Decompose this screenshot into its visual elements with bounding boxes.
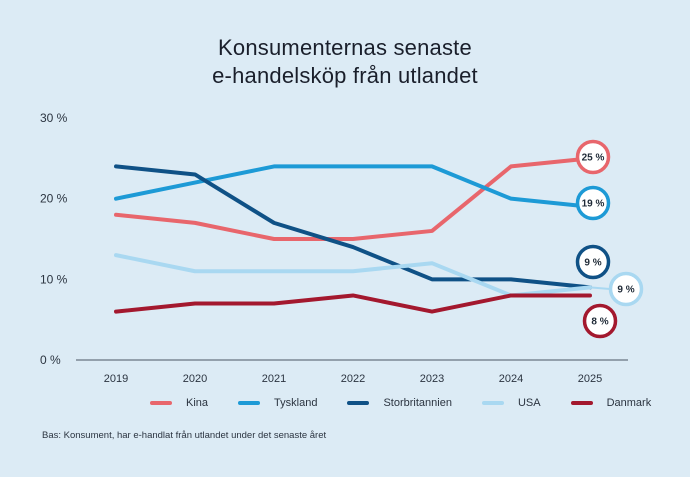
value-badge-storbritannien [575, 244, 611, 280]
series-line-tyskland [114, 164, 592, 209]
legend-swatch [347, 401, 370, 405]
x-tick-label: 2019 [104, 373, 128, 385]
callout-connector-usa [589, 286, 611, 290]
legend-swatch [481, 401, 504, 405]
y-tick-label: 20 % [40, 192, 68, 206]
series-line-usa [114, 253, 592, 298]
x-tick-label: 2020 [183, 373, 207, 385]
value-label-storbritannien: 9 % [584, 258, 601, 269]
x-tick-label: 2025 [578, 373, 602, 385]
series-line-danmark [114, 293, 592, 314]
legend-swatch [150, 401, 172, 405]
legend-label: Tyskland [274, 397, 318, 409]
chart-title-line-2: e-handelsköp från utlandet [212, 63, 478, 88]
footnote: Bas: Konsument, har e-handlat från utlan… [42, 430, 327, 441]
legend-item-usa: USA [481, 397, 541, 409]
chart-title-line-1: Konsumenternas senaste [218, 35, 472, 60]
value-badge-usa [608, 271, 644, 307]
legend-label: USA [517, 397, 541, 409]
chart-title: Konsumenternas senaste e-handelsköp från… [0, 34, 690, 90]
legend-item-danmark: Danmark [570, 397, 652, 409]
value-badge-tyskland [575, 185, 611, 221]
y-tick-label: 10 % [40, 272, 68, 286]
series-line-storbritannien [114, 164, 592, 290]
x-tick-label: 2021 [262, 373, 286, 385]
x-tick-label: 2022 [341, 373, 365, 385]
legend-swatch [570, 401, 593, 405]
legend-item-tyskland: Tyskland [238, 397, 317, 409]
legend-swatch [238, 401, 261, 405]
legend-item-kina: Kina [150, 397, 208, 409]
value-label-danmark: 8 % [591, 317, 608, 328]
value-badge-danmark [582, 303, 618, 339]
legend-label: Kina [186, 397, 209, 409]
y-tick-label: 0 % [40, 353, 61, 367]
x-tick-label: 2023 [420, 373, 444, 385]
value-badge-kina [575, 139, 611, 175]
legend-item-storbritannien: Storbritannien [347, 397, 452, 409]
series-line-kina [114, 156, 592, 241]
value-label-tyskland: 19 % [582, 199, 605, 210]
legend-label: Danmark [606, 397, 652, 409]
value-label-usa: 9 % [617, 285, 634, 296]
chart-legend: Kina Tyskland Storbritannien USA Danmark [150, 396, 681, 410]
legend-label: Storbritannien [383, 397, 452, 409]
x-tick-label: 2024 [499, 373, 523, 385]
y-tick-label: 30 % [40, 111, 68, 125]
value-label-kina: 25 % [582, 153, 605, 164]
